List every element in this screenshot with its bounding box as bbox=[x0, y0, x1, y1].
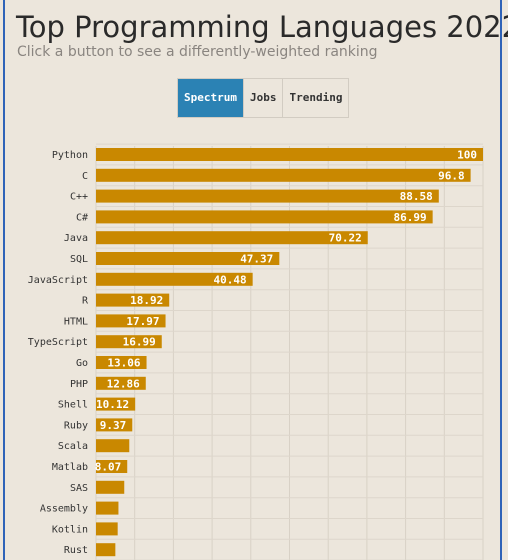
bar[interactable] bbox=[96, 480, 125, 494]
value-label: 17.97 bbox=[126, 315, 159, 328]
bar[interactable] bbox=[96, 376, 146, 390]
category-label: Assembly bbox=[40, 504, 88, 515]
category-label: C++ bbox=[70, 192, 88, 203]
bar[interactable] bbox=[96, 460, 128, 473]
bar[interactable] bbox=[96, 189, 439, 203]
category-label: Shell bbox=[58, 400, 88, 411]
value-label: 88.58 bbox=[400, 190, 433, 203]
category-label: Matlab bbox=[52, 462, 88, 473]
value-label: 47.37 bbox=[240, 253, 273, 266]
value-label: 40.48 bbox=[214, 273, 247, 286]
page-title: Top Programming Languages 2022 bbox=[16, 10, 508, 44]
page-subtitle: Click a button to see a differently-weig… bbox=[17, 44, 378, 60]
bar[interactable] bbox=[96, 148, 483, 161]
chart-frame bbox=[3, 0, 502, 560]
category-label: Python bbox=[52, 150, 88, 161]
bar[interactable] bbox=[96, 252, 280, 265]
value-label: 10.12 bbox=[96, 398, 129, 411]
jobs-button[interactable]: Jobs bbox=[242, 79, 283, 117]
value-label: 8.07 bbox=[95, 461, 122, 474]
value-label: 100 bbox=[457, 149, 477, 162]
category-label: Rust bbox=[64, 545, 88, 556]
category-label: C bbox=[82, 171, 88, 182]
bar[interactable] bbox=[96, 522, 118, 536]
bar[interactable] bbox=[96, 168, 471, 182]
value-label: 18.92 bbox=[130, 294, 163, 307]
bar[interactable] bbox=[96, 418, 133, 432]
bar[interactable] bbox=[96, 397, 136, 411]
value-label: 96.8 bbox=[438, 169, 465, 182]
category-label: Kotlin bbox=[52, 524, 88, 535]
category-label: HTML bbox=[64, 316, 88, 327]
bar[interactable] bbox=[96, 439, 130, 453]
value-label: 12.86 bbox=[107, 377, 140, 390]
category-label: Go bbox=[76, 358, 88, 369]
category-label: JavaScript bbox=[28, 275, 88, 286]
value-label: 16.99 bbox=[123, 336, 156, 349]
bar[interactable] bbox=[96, 543, 116, 557]
grid bbox=[95, 143, 484, 560]
spectrum-button[interactable]: Spectrum bbox=[178, 79, 243, 117]
category-label: TypeScript bbox=[28, 337, 88, 348]
value-label: 13.06 bbox=[107, 357, 140, 370]
category-label: C# bbox=[76, 212, 88, 223]
category-label: R bbox=[82, 296, 89, 307]
category-label: SAS bbox=[70, 483, 88, 494]
bar[interactable] bbox=[96, 210, 433, 224]
trending-button[interactable]: Trending bbox=[282, 79, 349, 117]
ranking-button-group: Spectrum Jobs Trending bbox=[177, 78, 350, 118]
bar[interactable] bbox=[96, 501, 119, 515]
category-label: Ruby bbox=[64, 420, 88, 431]
bar[interactable] bbox=[96, 335, 162, 349]
bar[interactable] bbox=[96, 293, 170, 307]
bar[interactable] bbox=[96, 272, 253, 286]
value-label: 86.99 bbox=[394, 211, 427, 224]
category-label: Java bbox=[64, 233, 88, 244]
bar[interactable] bbox=[96, 231, 368, 245]
value-label: 70.22 bbox=[329, 232, 362, 245]
value-label: 9.37 bbox=[100, 419, 127, 432]
category-label: Scala bbox=[58, 441, 88, 452]
category-label: SQL bbox=[70, 254, 88, 265]
bar[interactable] bbox=[96, 314, 166, 328]
category-label: PHP bbox=[70, 379, 88, 390]
bar[interactable] bbox=[96, 356, 147, 369]
